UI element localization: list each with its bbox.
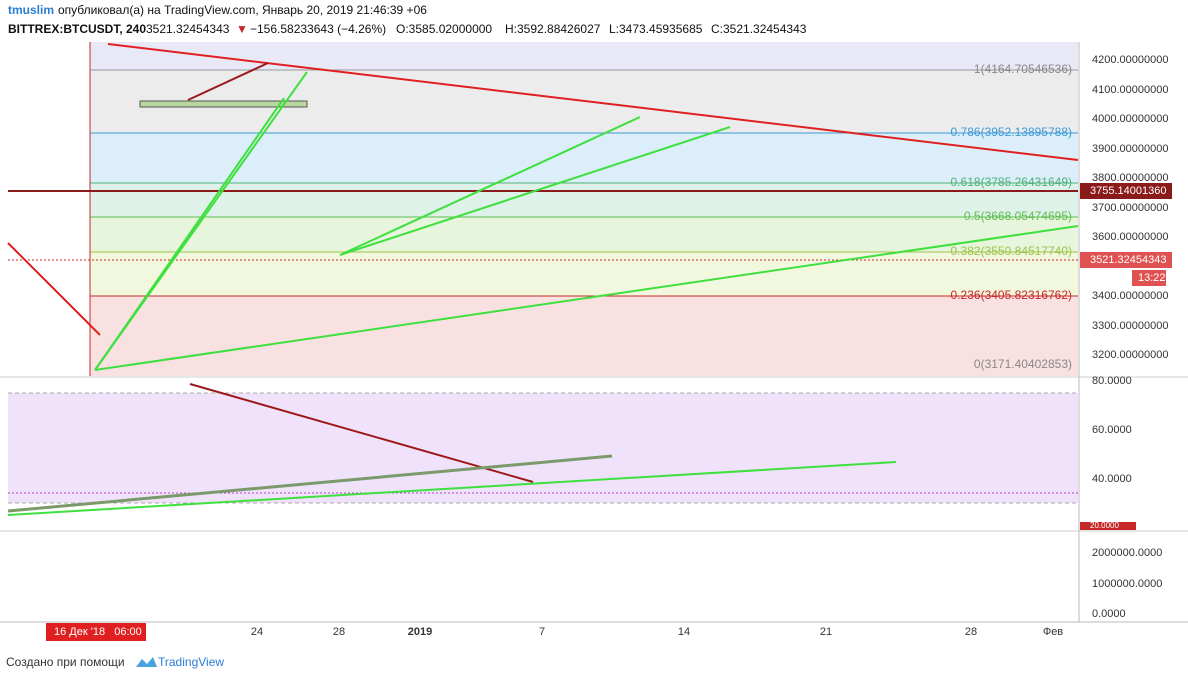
volume-label: 0.0000: [1092, 608, 1126, 620]
time-label: 2019: [408, 626, 432, 638]
volume-label: 2000000.0000: [1092, 547, 1162, 559]
fib-labels: 1(4164.70546536) 0.786(3952.13895788) 0.…: [951, 62, 1072, 371]
countdown: 13:22: [1138, 272, 1166, 284]
time-label: 28: [333, 626, 345, 638]
brand[interactable]: TradingView: [158, 655, 224, 669]
level-label: 3755.14001360: [1090, 185, 1166, 197]
time-label: 14: [678, 626, 690, 638]
price-label: 4000.00000000: [1092, 113, 1168, 125]
fib-label: 0.786(3952.13895788): [951, 125, 1072, 139]
last-price: 3521.32454343: [146, 22, 230, 36]
fib-label: 0(3171.40402853): [974, 357, 1072, 371]
price-axis: 4200.00000000 4100.00000000 4000.0000000…: [1080, 54, 1172, 361]
fib-label: 0.5(3668.05474695): [964, 209, 1072, 223]
footer-text: Создано при помощи: [6, 655, 125, 669]
last-label: 3521.32454343: [1090, 254, 1166, 266]
rsi-label: 40.0000: [1092, 473, 1132, 485]
fib-zones: [8, 42, 1078, 376]
rsi-label: 20.0000: [1090, 521, 1119, 530]
open: O:3585.02000000: [396, 22, 492, 36]
trend-lines: [7, 43, 1079, 371]
change: −156.58233643 (−4.26%): [250, 22, 386, 36]
time-label: 7: [539, 626, 545, 638]
author[interactable]: tmuslim: [8, 3, 54, 17]
time-label: 21: [820, 626, 832, 638]
published: опубликовал(а) на TradingView.com, Январ…: [58, 3, 427, 17]
price-label: 3800.00000000: [1092, 172, 1168, 184]
price-label: 4100.00000000: [1092, 84, 1168, 96]
rsi-label: 60.0000: [1092, 424, 1132, 436]
price-label: 3400.00000000: [1092, 290, 1168, 302]
price-label: 3700.00000000: [1092, 202, 1168, 214]
cursor-time: 16 Дек '18 06:00: [54, 626, 142, 638]
time-label: 24: [251, 626, 263, 638]
volume-axis: 2000000.0000 1000000.0000 0.0000: [1092, 547, 1162, 620]
fib-label: 0.236(3405.82316762): [951, 288, 1072, 302]
close: C:3521.32454343: [711, 22, 807, 36]
price-label: 3300.00000000: [1092, 320, 1168, 332]
rsi-axis: 80.0000 60.0000 40.0000 20.0000: [1080, 375, 1136, 530]
price-label: 3900.00000000: [1092, 143, 1168, 155]
time-axis: 16 Дек '18 06:00 24 28 2019 7 14 21 28 Ф…: [46, 623, 1063, 641]
volume-label: 1000000.0000: [1092, 578, 1162, 590]
logo-icon: [136, 657, 157, 667]
fib-label: 1(4164.70546536): [974, 62, 1072, 76]
fib-label: 0.618(3785.26431649): [951, 175, 1072, 189]
rsi-lines: [7, 383, 897, 516]
fib-label: 0.382(3550.84517740): [951, 244, 1072, 258]
rsi-label: 80.0000: [1092, 375, 1132, 387]
symbol: BITTREX:BTCUSDT, 240: [8, 22, 146, 36]
price-label: 4200.00000000: [1092, 54, 1168, 66]
time-label: 28: [965, 626, 977, 638]
down-arrow: ▼: [236, 22, 248, 36]
high: H:3592.88426027: [505, 22, 601, 36]
price-label: 3600.00000000: [1092, 231, 1168, 243]
time-label: Фев: [1043, 626, 1063, 638]
low: L:3473.45935685: [609, 22, 703, 36]
price-label: 3200.00000000: [1092, 349, 1168, 361]
rsi-band: [8, 393, 1078, 503]
